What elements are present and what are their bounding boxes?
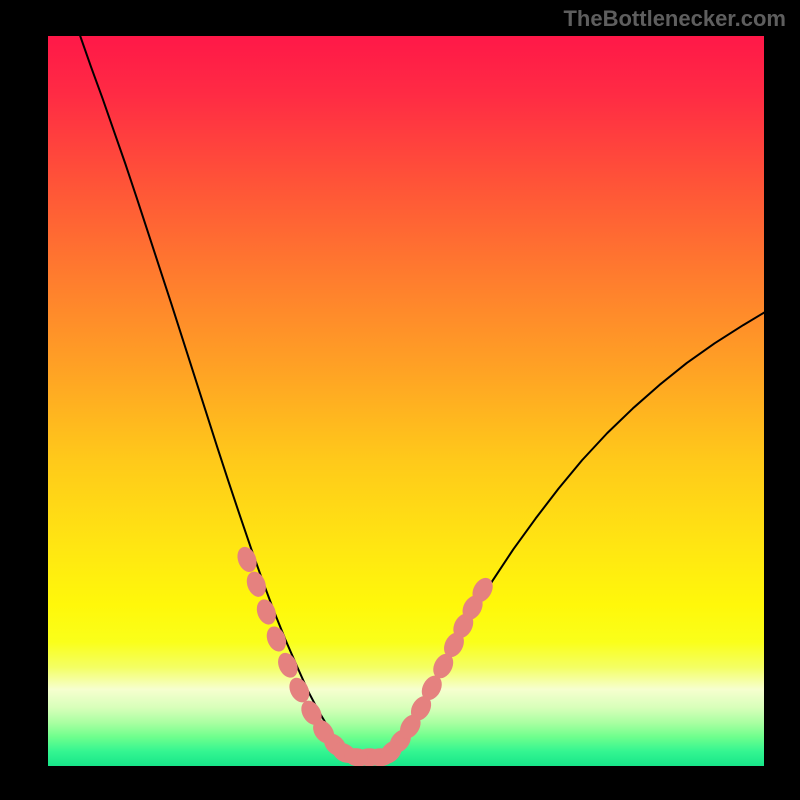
chart-plot-area: [48, 36, 764, 766]
data-bead: [253, 597, 279, 628]
chart-svg: [48, 36, 764, 766]
data-bead: [263, 624, 289, 655]
data-bead: [243, 569, 269, 600]
watermark-text: TheBottlenecker.com: [563, 6, 786, 32]
data-bead: [234, 544, 260, 575]
curve-right: [386, 313, 764, 758]
curve-left: [80, 36, 351, 757]
